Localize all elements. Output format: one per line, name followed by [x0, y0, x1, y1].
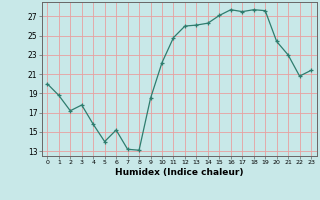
X-axis label: Humidex (Indice chaleur): Humidex (Indice chaleur) [115, 168, 244, 177]
